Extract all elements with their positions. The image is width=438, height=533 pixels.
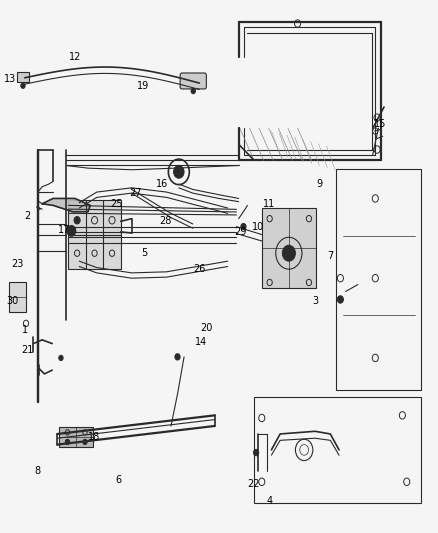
Text: 14: 14 [195,337,208,347]
Text: 1: 1 [21,325,28,335]
Text: 9: 9 [316,179,322,189]
Circle shape [254,449,259,456]
Bar [59,427,93,447]
Text: 21: 21 [21,345,34,356]
FancyBboxPatch shape [180,73,206,89]
Text: 19: 19 [137,81,149,91]
Text: 5: 5 [141,248,148,258]
Circle shape [191,88,195,94]
Text: 8: 8 [35,466,41,476]
Text: 30: 30 [7,296,19,306]
Bar [68,200,121,269]
Circle shape [59,356,63,361]
Text: 15: 15 [374,119,386,129]
Circle shape [83,439,87,445]
Text: 18: 18 [88,432,101,442]
Text: 2: 2 [25,211,31,221]
Bar [17,72,28,82]
Text: 10: 10 [252,222,265,232]
Text: 26: 26 [193,264,205,274]
Text: 16: 16 [156,179,168,189]
Circle shape [173,165,184,178]
Text: 4: 4 [266,496,272,506]
Text: 28: 28 [159,216,172,227]
Text: 7: 7 [327,251,333,261]
Text: 11: 11 [263,199,276,209]
Text: 6: 6 [116,475,122,485]
Text: 13: 13 [4,75,16,84]
Bar [254,397,421,503]
Text: 29: 29 [234,227,246,237]
Circle shape [283,245,295,261]
Text: 17: 17 [58,225,70,236]
Text: 22: 22 [247,480,260,489]
Circle shape [21,83,25,88]
Circle shape [241,223,246,230]
Text: 3: 3 [312,296,318,306]
Polygon shape [42,198,90,212]
Bar [336,169,421,390]
Circle shape [175,354,180,360]
Circle shape [67,225,76,236]
Text: 25: 25 [110,199,123,209]
Text: 20: 20 [201,322,213,333]
Text: 27: 27 [129,188,141,198]
Circle shape [337,296,343,303]
Bar [10,282,26,312]
Bar [262,208,316,288]
Text: 23: 23 [11,259,24,269]
Text: 12: 12 [69,52,81,61]
Circle shape [74,216,80,224]
Circle shape [69,228,74,233]
Circle shape [65,439,70,445]
